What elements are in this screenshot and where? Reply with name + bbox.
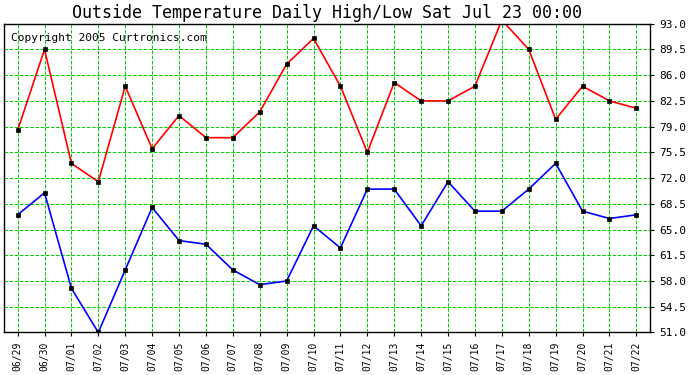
Text: Copyright 2005 Curtronics.com: Copyright 2005 Curtronics.com <box>10 33 206 43</box>
Title: Outside Temperature Daily High/Low Sat Jul 23 00:00: Outside Temperature Daily High/Low Sat J… <box>72 4 582 22</box>
